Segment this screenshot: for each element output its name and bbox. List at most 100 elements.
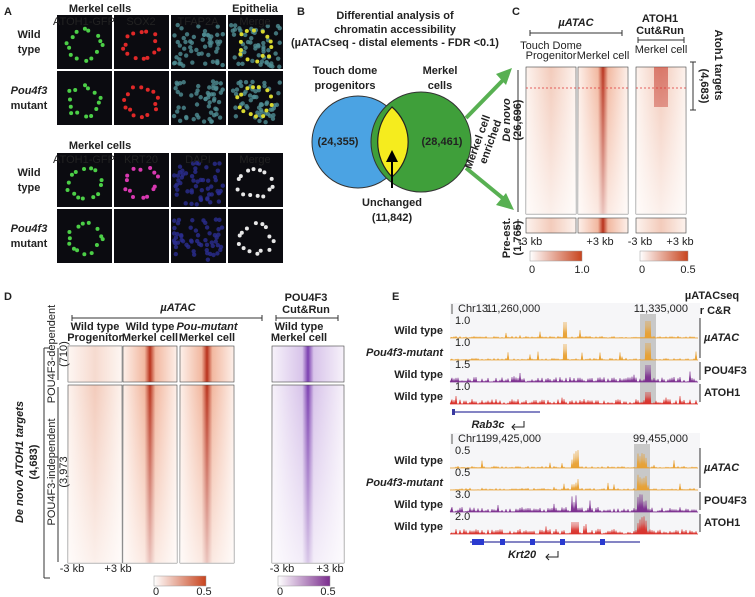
genotype: mutant: [11, 100, 48, 112]
cell: [124, 178, 129, 183]
x-tick-label: +3 kb: [586, 236, 613, 248]
nucleus: [230, 88, 236, 93]
nucleus: [207, 36, 213, 42]
nucleus: [172, 225, 177, 231]
nucleus: [231, 32, 237, 37]
nucleus: [220, 32, 226, 37]
row-label: (4,683): [698, 69, 710, 104]
count: (28,461): [422, 136, 463, 148]
cell: [263, 225, 268, 230]
heatmap-fade: [123, 385, 177, 563]
genotype: mutant: [11, 238, 48, 250]
column-label: Touch Dome: [520, 40, 582, 52]
cell: [152, 170, 157, 175]
column-label: Progenitor: [526, 50, 577, 62]
chrom: Chr13: [458, 303, 488, 315]
cell: [260, 53, 265, 58]
nucleus: [202, 28, 208, 34]
nucleus: [257, 118, 262, 124]
nucleus: [194, 160, 200, 166]
nucleus: [191, 34, 197, 40]
column-label: Merkel cell: [122, 332, 178, 344]
nucleus: [265, 111, 271, 117]
exon: [452, 409, 455, 415]
cell: [98, 182, 103, 187]
cell: [67, 236, 72, 241]
exon: [530, 539, 535, 545]
column-label: Wild type: [126, 321, 175, 333]
nucleus: [233, 91, 239, 97]
cell: [72, 191, 77, 196]
cell: [98, 39, 103, 44]
nucleus: [203, 61, 208, 66]
nucleus: [173, 183, 178, 189]
nucleus: [191, 249, 196, 254]
cell: [74, 29, 79, 34]
column-group: µATAC: [159, 302, 196, 314]
nucleus: [276, 91, 281, 96]
column-label: Merkel cell: [271, 332, 327, 344]
cell: [89, 56, 94, 61]
nucleus: [266, 48, 271, 53]
column-label: Merkel cell: [577, 50, 630, 62]
cell: [239, 32, 244, 37]
nucleus: [176, 105, 181, 110]
cell: [260, 222, 265, 227]
cell: [265, 88, 270, 93]
track-scale: 0.5: [455, 467, 470, 479]
nucleus: [175, 109, 180, 114]
nucleus: [214, 235, 219, 240]
nucleus: [198, 196, 204, 202]
cell: [255, 59, 260, 64]
nucleus: [277, 80, 282, 85]
nucleus: [229, 23, 234, 28]
nucleus: [271, 112, 276, 118]
cell: [267, 247, 272, 252]
nucleus: [181, 35, 186, 41]
track-scale: 3.0: [455, 489, 470, 501]
cell: [121, 46, 126, 51]
nucleus: [190, 218, 195, 223]
x-tick-label: -3 kb: [270, 563, 294, 575]
nucleus: [216, 99, 222, 105]
x-tick-label: -3 kb: [60, 563, 84, 575]
cell: [130, 85, 135, 90]
nucleus: [270, 116, 276, 121]
nucleus: [205, 257, 211, 262]
nucleus: [220, 183, 225, 188]
nucleus: [233, 105, 238, 110]
nucleus: [201, 119, 207, 124]
cell: [138, 167, 143, 172]
heatmap-fade: [68, 385, 122, 563]
micrograph: [228, 209, 283, 263]
exon: [600, 539, 605, 545]
nucleus: [177, 118, 183, 124]
cell: [267, 234, 272, 239]
cell: [68, 52, 73, 57]
colorbar: [529, 250, 583, 262]
cell: [257, 168, 262, 173]
nucleus: [205, 186, 211, 191]
heatmap: [525, 217, 577, 234]
heatmap: [67, 345, 123, 383]
strand-arrow: [545, 551, 559, 561]
nucleus: [178, 51, 183, 57]
nucleus: [196, 24, 201, 29]
nucleus: [204, 225, 210, 230]
nucleus: [242, 91, 247, 96]
colorbar: [277, 575, 331, 587]
cell: [93, 168, 98, 173]
nucleus: [220, 62, 225, 68]
nucleus: [180, 172, 186, 177]
channel-label: TFAP2A: [178, 16, 220, 28]
nucleus: [232, 27, 238, 32]
cell: [99, 178, 104, 183]
cell: [73, 87, 78, 92]
exon: [560, 539, 565, 545]
nucleus: [245, 39, 251, 45]
cell: [123, 42, 128, 47]
nucleus: [210, 243, 215, 249]
column-group: Cut&Run: [636, 25, 684, 37]
cell: [131, 113, 136, 118]
cell: [253, 221, 258, 226]
